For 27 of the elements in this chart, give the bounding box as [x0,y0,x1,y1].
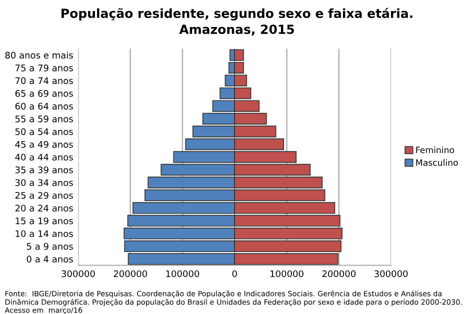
chart-title: População residente, segundo sexo e faixa etária. Amazonas, 2015 [62,8,412,36]
x-tick-label: 0 [232,270,237,278]
y-tick-label: 0 a 4 anos [26,256,73,263]
y-tick-label: 75 a 79 anos [15,64,73,72]
y-tick-label: 35 a 39 anos [15,166,73,174]
x-tick-label: 200000 [322,270,356,278]
x-tick-label: 100000 [166,270,200,278]
y-tick-label: 65 a 69 anos [15,90,73,97]
y-tick-label: 55 a 59 anos [15,115,73,122]
x-tick-label: 300000 [62,270,95,278]
y-tick-label: 60 a 64 anos [15,102,73,110]
y-tick-label: 25 a 29 anos [15,192,73,199]
y-tick-label: 80 anos e mais [5,52,73,59]
y-tick-label: 45 a 49 anos [15,140,73,148]
x-tick-label: 300000 [374,270,408,278]
y-tick-label: 15 a 19 anos [16,217,73,224]
y-tick-label: 10 a 14 anos [16,230,73,238]
y-tick-label: 30 a 34 anos [15,179,73,186]
legend-label: Masculino [416,159,458,166]
x-tick-label: 100000 [270,270,304,278]
y-tick-label: 40 a 44 anos [15,154,73,161]
legend-label: Feminino [416,146,454,154]
y-tick-label: 50 a 54 anos [15,128,73,136]
y-tick-label: 5 a 9 anos [26,242,73,250]
x-tick-label: 200000 [114,270,147,278]
y-tick-label: 70 a 74 anos [15,77,73,84]
y-tick-label: 20 a 24 anos [15,204,73,212]
